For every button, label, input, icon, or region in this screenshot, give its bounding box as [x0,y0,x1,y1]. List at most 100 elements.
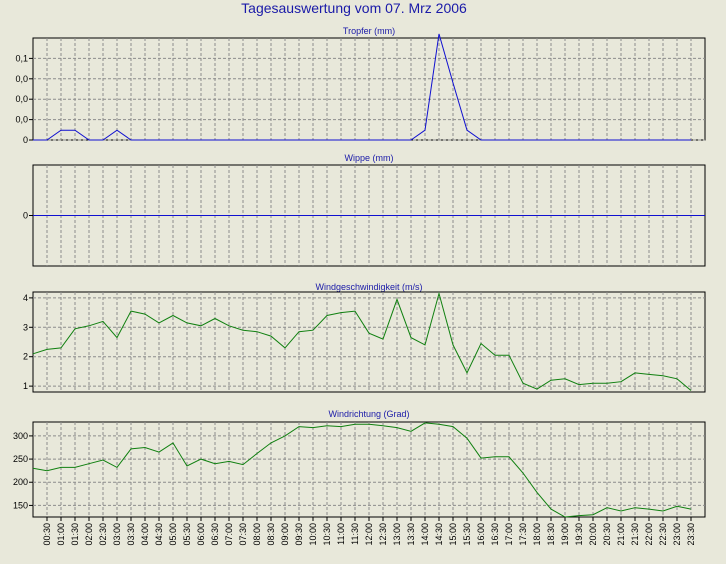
x-axis: 00:30 01:00 01:30 02:00 02:30 03:00 03:30 04:00… [42,517,696,546]
x-tick-label: 21:00 [616,523,626,546]
data-point [564,139,566,141]
data-point [382,139,384,141]
data-point [284,139,286,141]
x-tick-label: 12:30 [378,523,388,546]
data-point [620,381,622,383]
x-tick-label: 04:00 [140,523,150,546]
data-point [536,139,538,141]
data-point [592,139,594,141]
y-tick-label: 0,1 [15,53,28,63]
x-tick-label: 18:30 [546,523,556,546]
x-tick-label: 08:30 [266,523,276,546]
data-point [606,139,608,141]
data-point [550,139,552,141]
data-point [578,139,580,141]
y-tick-label: 0 [23,135,28,145]
data-point [550,508,552,510]
data-point [270,139,272,141]
data-point [298,139,300,141]
data-point [452,425,454,427]
x-tick-label: 16:00 [476,523,486,546]
data-point [396,298,398,300]
data-point [74,466,76,468]
data-point [368,332,370,334]
data-point [340,425,342,427]
x-tick-label: 13:00 [392,523,402,546]
x-tick-label: 17:30 [518,523,528,546]
data-point [368,423,370,425]
data-point [200,458,202,460]
x-tick-label: 09:30 [294,523,304,546]
x-tick-label: 20:30 [602,523,612,546]
x-tick-label: 01:00 [56,523,66,546]
data-point [144,446,146,448]
data-point [60,466,62,468]
data-point [704,214,706,216]
data-point [354,139,356,141]
data-point [186,465,188,467]
x-tick-label: 15:30 [462,523,472,546]
data-point [340,139,342,141]
data-point [158,139,160,141]
x-tick-label: 06:00 [196,523,206,546]
data-point [480,342,482,344]
data-point [648,139,650,141]
data-point [508,139,510,141]
data-point [410,336,412,338]
data-point [676,378,678,380]
data-point [578,383,580,385]
data-point [270,442,272,444]
data-point [648,373,650,375]
data-point [466,372,468,374]
y-tick-label: 0,0 [15,94,28,104]
x-tick-label: 10:00 [308,523,318,546]
data-point [662,139,664,141]
x-tick-label: 03:00 [112,523,122,546]
data-point [60,129,62,131]
x-tick-label: 16:30 [490,523,500,546]
data-point [424,129,426,131]
panel-3: Windgeschwindigkeit (m/s) 1 2 3 4 [23,282,706,393]
data-point [200,139,202,141]
x-tick-label: 12:00 [364,523,374,546]
data-point [480,139,482,141]
data-point [494,139,496,141]
panel-title: Tropfer (mm) [343,26,395,36]
data-point [32,467,34,469]
data-point [102,320,104,322]
x-tick-label: 11:30 [350,523,360,545]
data-point [32,353,34,355]
y-tick-label: 200 [13,477,28,487]
data-point [242,139,244,141]
data-point [116,129,118,131]
data-point [536,491,538,493]
x-tick-label: 02:30 [98,523,108,546]
data-point [354,310,356,312]
data-point [368,139,370,141]
data-point [634,139,636,141]
data-point [354,423,356,425]
data-point [214,139,216,141]
x-tick-label: 07:30 [238,523,248,546]
data-point [312,139,314,141]
data-point [172,314,174,316]
data-point [144,313,146,315]
data-point [60,347,62,349]
data-point [298,425,300,427]
y-tick-label: 0 [23,211,28,221]
data-point [186,322,188,324]
data-point [438,423,440,425]
data-point [676,505,678,507]
data-point [228,139,230,141]
data-point [690,389,692,391]
data-point [270,335,272,337]
panel-1: Tropfer (mm) 0 0,0 0,0 0,0 0,1 [15,26,706,145]
data-point [494,354,496,356]
x-tick-label: 20:00 [588,523,598,546]
data-point [298,331,300,333]
data-point [438,33,440,35]
data-point [480,457,482,459]
x-tick-label: 14:00 [420,523,430,546]
